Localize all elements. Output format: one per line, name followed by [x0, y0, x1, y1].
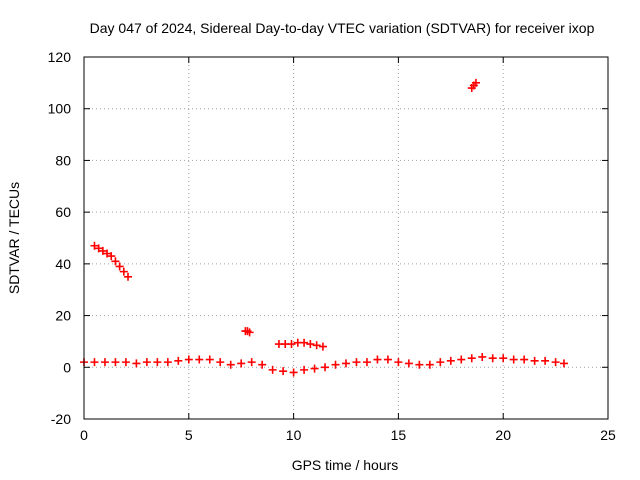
x-tick-label: 20 [495, 427, 511, 443]
data-point [98, 246, 107, 255]
data-point [373, 355, 382, 364]
series-baseline [80, 352, 568, 377]
y-axis-label: SDTVAR / TECUs [6, 182, 22, 294]
y-tick-label: 60 [55, 204, 71, 220]
data-point [342, 359, 350, 368]
data-point [216, 358, 225, 367]
data-point [111, 257, 120, 266]
data-point [115, 262, 124, 271]
series-plateau-10h [274, 338, 327, 351]
data-point [312, 341, 321, 350]
y-tick-label: 120 [48, 49, 72, 65]
data-point [226, 360, 235, 369]
data-point [237, 359, 246, 368]
data-point [446, 356, 455, 365]
data-point [119, 267, 128, 276]
x-axis-label: GPS time / hours [292, 457, 399, 473]
data-point [195, 355, 204, 364]
data-point [471, 78, 480, 87]
points-layer [80, 78, 568, 377]
ticks-layer: 0 5 10 15 20 25 -20 0 20 40 60 80 100 120 [48, 49, 616, 443]
y-tick-label: 80 [55, 152, 71, 168]
series-isolated-8h [241, 327, 254, 337]
x-tick-label: 5 [185, 427, 193, 443]
data-point [318, 342, 327, 351]
y-tick-label: 0 [63, 359, 71, 375]
data-point [551, 358, 560, 367]
data-point [90, 241, 99, 250]
data-point [124, 272, 133, 281]
series-outlier-18h [467, 78, 480, 93]
plot-frame [83, 56, 609, 420]
data-point [352, 358, 361, 367]
grid-layer [84, 57, 608, 419]
x-tick-label: 25 [600, 427, 616, 443]
series-early-arc [90, 241, 133, 281]
y-tick-label: 40 [55, 256, 71, 272]
data-point [132, 359, 141, 368]
data-point [100, 358, 109, 367]
data-point [289, 368, 298, 377]
x-tick-label: 0 [80, 427, 88, 443]
data-point [478, 352, 487, 361]
data-point [287, 340, 296, 349]
data-point [247, 358, 256, 367]
data-point [520, 355, 529, 364]
data-point [300, 365, 309, 374]
data-point [362, 358, 371, 367]
data-point [467, 354, 476, 363]
data-point [258, 360, 267, 369]
chart-title: Day 047 of 2024, Sidereal Day-to-day VTE… [90, 20, 595, 36]
x-tick-label: 10 [286, 427, 302, 443]
data-point [321, 363, 330, 372]
y-tick-label: 20 [55, 308, 71, 324]
data-point [509, 355, 518, 364]
y-tick-label: -20 [51, 411, 71, 427]
data-point [279, 367, 288, 376]
data-point [331, 360, 340, 369]
data-point [142, 358, 151, 367]
data-point [488, 354, 497, 363]
data-point [383, 355, 392, 364]
data-point [174, 356, 183, 365]
data-point [530, 356, 539, 365]
data-point [310, 364, 319, 373]
data-point [559, 359, 568, 368]
data-point [300, 338, 309, 347]
data-point [184, 355, 193, 364]
y-tick-label: 100 [48, 101, 72, 117]
data-point [436, 358, 445, 367]
data-point [541, 356, 550, 365]
data-point [111, 358, 120, 367]
data-point [499, 354, 508, 363]
data-point [268, 365, 277, 374]
data-point [245, 328, 254, 337]
data-point [103, 249, 112, 258]
data-point [205, 355, 214, 364]
data-point [394, 358, 403, 367]
data-point [404, 359, 413, 368]
data-point [415, 360, 424, 369]
data-point [121, 358, 130, 367]
data-point [90, 358, 99, 367]
data-point [153, 358, 162, 367]
data-point [107, 252, 116, 261]
data-point [425, 360, 434, 369]
data-point [94, 244, 103, 253]
data-point [163, 358, 172, 367]
x-tick-label: 15 [391, 427, 407, 443]
data-point [457, 355, 466, 364]
data-point [306, 340, 315, 349]
